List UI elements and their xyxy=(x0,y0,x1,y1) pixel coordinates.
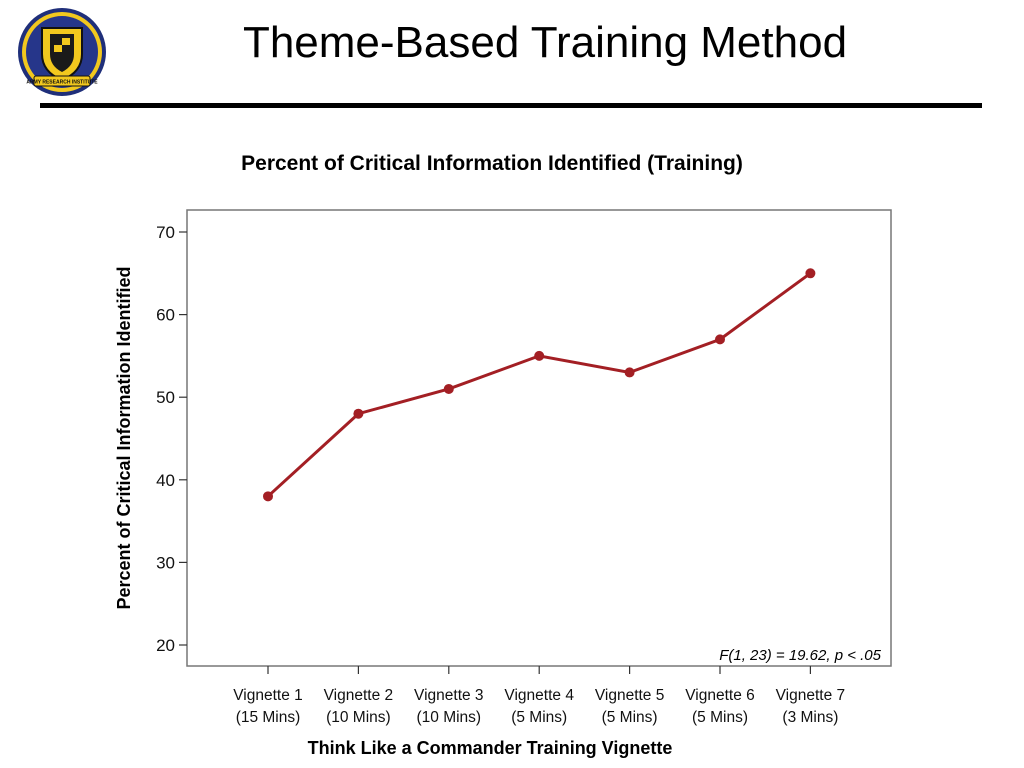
x-axis: Vignette 1 (15 Mins) Vignette 2 (10 Mins) Vi… xyxy=(233,666,845,726)
chart-title: Percent of Critical Information Identifi… xyxy=(241,152,743,175)
y-tick-label: 40 xyxy=(156,471,175,490)
y-axis: 20 30 40 50 60 70 xyxy=(156,223,187,655)
x-tick-label: (5 Mins) xyxy=(692,709,748,726)
data-point xyxy=(805,268,816,279)
y-tick-label: 50 xyxy=(156,388,175,407)
x-tick-label: Vignette 1 xyxy=(233,687,303,704)
logo-banner-text: ARMY RESEARCH INSTITUTE xyxy=(26,80,98,86)
y-tick-label: 60 xyxy=(156,306,175,325)
x-tick-label: (15 Mins) xyxy=(236,709,301,726)
y-tick-label: 30 xyxy=(156,553,175,572)
x-tick-label: (5 Mins) xyxy=(602,709,658,726)
data-point xyxy=(715,334,725,345)
x-tick-label: (10 Mins) xyxy=(416,709,481,726)
army-research-institute-logo: ARMY RESEARCH INSTITUTE xyxy=(18,8,106,96)
x-tick-label: (10 Mins) xyxy=(326,709,391,726)
y-tick-label: 70 xyxy=(156,223,175,242)
x-tick-label: Vignette 6 xyxy=(685,687,755,704)
y-tick-label: 20 xyxy=(156,636,175,655)
data-points xyxy=(263,268,816,502)
data-point xyxy=(443,383,454,394)
title-divider xyxy=(40,103,982,108)
y-axis-label: Percent of Critical Information Identifi… xyxy=(114,266,134,609)
x-tick-label: Vignette 2 xyxy=(324,687,394,704)
stats-annotation: F(1, 23) = 19.62, p < .05 xyxy=(719,647,881,664)
plot-frame xyxy=(186,209,892,667)
series-line xyxy=(266,272,812,498)
data-point xyxy=(263,491,273,502)
x-tick-label: Vignette 5 xyxy=(595,687,665,704)
x-tick-label: Vignette 7 xyxy=(776,687,846,704)
data-point xyxy=(534,350,545,361)
data-point xyxy=(353,408,364,419)
x-axis-label: Think Like a Commander Training Vignette xyxy=(308,738,673,758)
x-tick-label: Vignette 3 xyxy=(414,687,484,704)
data-point xyxy=(624,367,635,378)
x-tick-label: (3 Mins) xyxy=(782,709,838,726)
x-tick-label: (5 Mins) xyxy=(511,709,567,726)
slide-title: Theme-Based Training Method xyxy=(242,18,848,67)
x-tick-label: Vignette 4 xyxy=(504,687,574,704)
